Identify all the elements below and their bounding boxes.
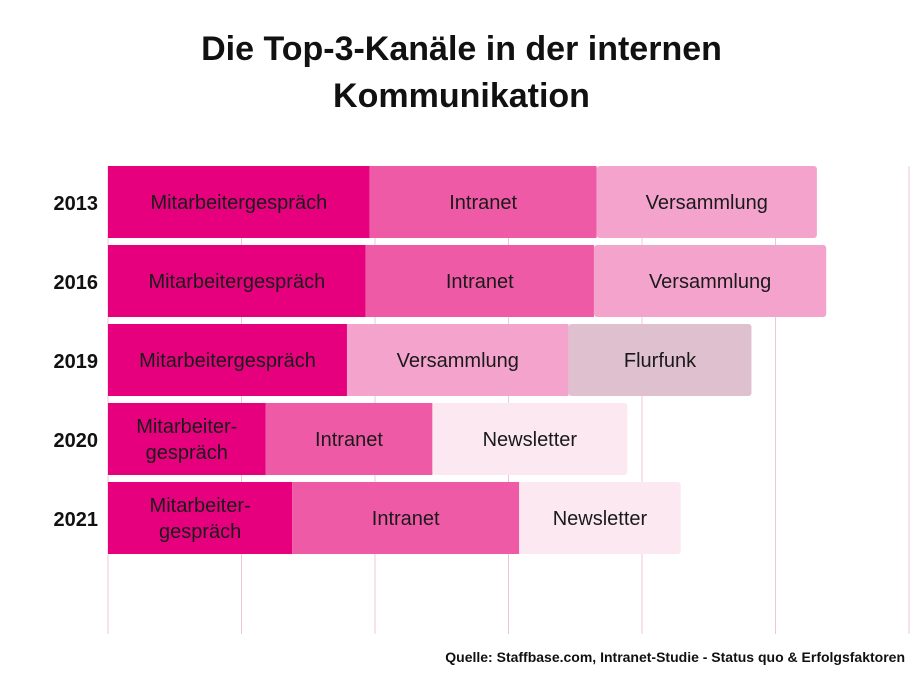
year-label: 2021 <box>54 509 99 531</box>
bar-row-2019: Mitarbeitergespräch Versammlung Flurfunk <box>108 324 752 396</box>
gridlines <box>107 166 910 634</box>
bar-row-2021: Mitarbeiter-gespräch Intranet Newsletter <box>108 482 681 554</box>
chart-title: Die Top-3-Kanäle in der internen Kommuni… <box>0 26 923 120</box>
year-label: 2016 <box>54 272 99 294</box>
bar-segment-label: Mitarbeiter- <box>136 416 237 438</box>
bar-segment <box>365 245 594 317</box>
bar-rows: Mitarbeitergespräch Intranet VersammlungMi… <box>108 166 827 554</box>
year-labels: 2013 2016 2019 2020 2021 <box>54 193 99 531</box>
bar-segment <box>108 482 293 554</box>
year-label: 2013 <box>54 193 99 215</box>
bar-segment <box>369 166 597 238</box>
bar-segment-label: Flurfunk <box>624 350 697 372</box>
bar-segment <box>265 403 433 475</box>
bar-segment-label: Intranet <box>446 271 514 293</box>
chart-title-line-1: Die Top-3-Kanäle in der internen <box>201 30 722 68</box>
bar-segment <box>292 482 520 554</box>
bar-segment-label: gespräch <box>146 442 228 464</box>
year-label: 2019 <box>54 351 99 373</box>
bar-segment-label: Versammlung <box>646 192 768 214</box>
bar-segment-label: gespräch <box>159 521 241 543</box>
bar-segment-label: Intranet <box>315 429 383 451</box>
bar-segment <box>108 324 347 396</box>
chart-title-line-2: Kommunikation <box>333 77 590 115</box>
bar-segment-label: Mitarbeitergespräch <box>139 350 316 372</box>
bar-segment-label: Mitarbeitergespräch <box>150 192 327 214</box>
bar-segment <box>432 403 628 475</box>
bar-segment <box>108 245 366 317</box>
bar-segment-label: Intranet <box>372 508 440 530</box>
source-note: Quelle: Staffbase.com, Intranet-Studie -… <box>445 649 905 665</box>
bar-segment-label: Mitarbeitergespräch <box>148 271 325 293</box>
bar-row-2020: Mitarbeiter-gespräch Intranet Newsletter <box>108 403 628 475</box>
bar-segment-label: Versammlung <box>397 350 519 372</box>
bar-segment <box>596 166 817 238</box>
bar-segment <box>108 166 370 238</box>
bar-segment <box>108 403 266 475</box>
bar-segment <box>346 324 569 396</box>
bar-segment-label: Mitarbeiter- <box>150 495 251 517</box>
year-label: 2020 <box>54 430 99 452</box>
bar-row-2013: Mitarbeitergespräch Intranet Versammlung <box>108 166 817 238</box>
bar-row-2016: Mitarbeitergespräch Intranet Versammlung <box>108 245 827 317</box>
bar-segment <box>519 482 681 554</box>
bar-segment-label: Intranet <box>449 192 517 214</box>
bar-segment <box>568 324 752 396</box>
bar-segment-label: Newsletter <box>553 508 648 530</box>
bar-segment-label: Versammlung <box>649 271 771 293</box>
bar-segment <box>593 245 827 317</box>
bar-segment-label: Newsletter <box>483 429 578 451</box>
